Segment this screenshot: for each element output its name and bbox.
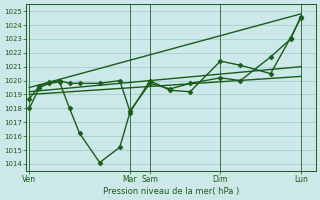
X-axis label: Pression niveau de la mer( hPa ): Pression niveau de la mer( hPa ) (103, 187, 239, 196)
